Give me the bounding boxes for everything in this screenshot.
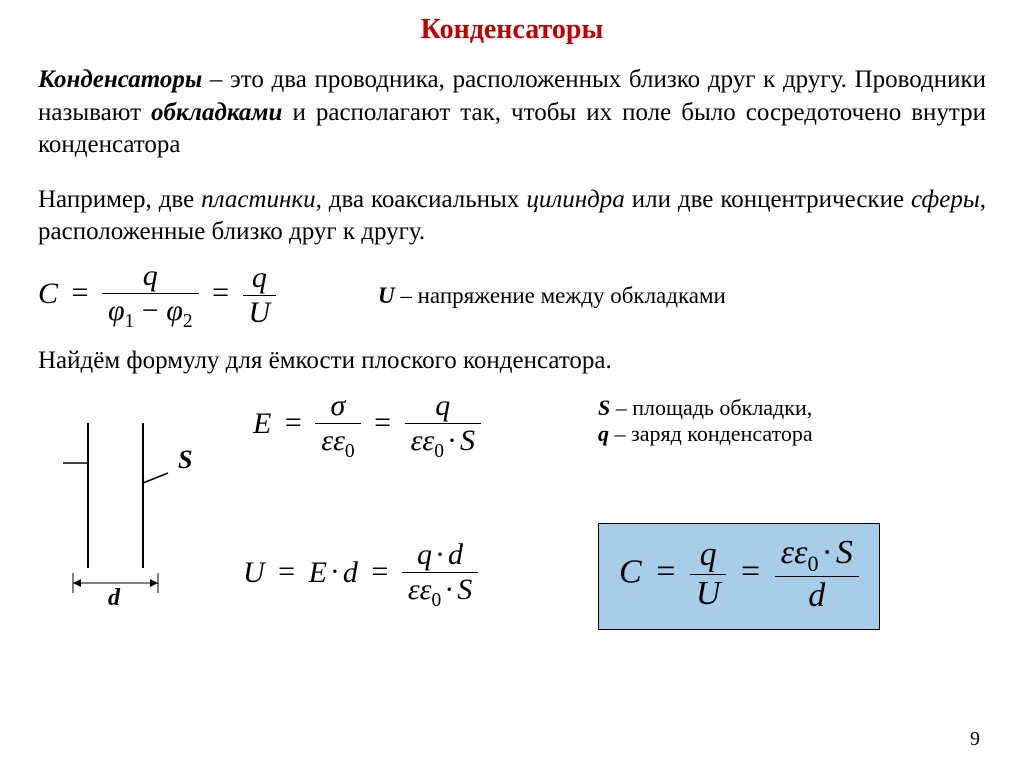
- res-d: d: [775, 577, 859, 615]
- eqE-sigma: σ: [315, 389, 360, 424]
- ex-t2: , два коаксиальных: [316, 186, 527, 213]
- eq1-num2: q: [243, 261, 277, 296]
- capacitance-definition-row: C = q φ1 − φ2 = q U U – напряжение между…: [38, 259, 986, 333]
- eq1-phi1: φ: [108, 294, 125, 327]
- bottom-area: S d E = σ εε0 = q εε0·S S – площадь обкл…: [38, 393, 986, 683]
- term-plates: обкладками: [151, 99, 282, 126]
- page-number: 9: [970, 728, 980, 751]
- eqE-lhs: E: [253, 406, 271, 439]
- eqU-S: S: [457, 573, 472, 606]
- derive-paragraph: Найдём формулу для ёмкости плоского конд…: [38, 347, 986, 375]
- definition-paragraph: Конденсаторы – это два проводника, распо…: [38, 64, 986, 162]
- term-capacitors: Конденсаторы: [38, 66, 202, 93]
- eq1-sub1: 1: [125, 311, 135, 332]
- res-C: C: [619, 553, 642, 590]
- equation-field: E = σ εε0 = q εε0·S: [253, 389, 481, 463]
- eqE-sub0-b: 0: [434, 441, 444, 462]
- eqU-sub0: 0: [432, 590, 442, 611]
- eqU-eps0: ε: [420, 573, 432, 606]
- capacitor-diagram: S d: [38, 413, 208, 613]
- eq1-num1: q: [102, 259, 199, 294]
- ex-spheres: сферы: [911, 186, 980, 213]
- eqU-q: q: [417, 538, 432, 571]
- res-eps0: ε: [794, 534, 807, 571]
- result-formula-box: C = q U = εε0·S d: [598, 523, 880, 631]
- eqE-eps0: ε: [333, 424, 345, 457]
- ex-t3: или две концентрические: [625, 186, 911, 213]
- eq1-den2: U: [243, 296, 277, 330]
- ex-plates: пластинки: [201, 186, 315, 213]
- eq1-minus: −: [134, 294, 166, 327]
- res-S: S: [836, 534, 853, 571]
- ex-t1: Например, две: [38, 186, 201, 213]
- ex-cylinders: цилиндра: [526, 186, 624, 213]
- eqU-E: E: [309, 555, 327, 588]
- note-U-sym: U: [378, 283, 395, 308]
- res-q: q: [690, 536, 727, 575]
- eqE-q: q: [405, 389, 481, 424]
- note-voltage: U – напряжение между обкладками: [378, 283, 726, 309]
- diagram-label-S: S: [178, 445, 192, 474]
- res-sub0: 0: [807, 550, 818, 575]
- eq1-lhs: C: [38, 276, 58, 309]
- eq1-phi2: φ: [166, 294, 183, 327]
- eq1-sub2: 2: [183, 311, 193, 332]
- eqE-eps0-b: ε: [422, 424, 434, 457]
- page-title: Конденсаторы: [38, 14, 986, 46]
- notes-SQ: S – площадь обкладки, q – заряд конденса…: [598, 395, 813, 448]
- eqU-eps: ε: [408, 573, 420, 606]
- res-U: U: [690, 575, 727, 613]
- eqU-lhs: U: [243, 555, 265, 588]
- equation-voltage: U = E·d = q·d εε0·S: [243, 538, 478, 612]
- eqE-S: S: [460, 424, 475, 457]
- equation-capacitance: C = q φ1 − φ2 = q U: [38, 259, 378, 333]
- eqE-eps: ε: [321, 424, 333, 457]
- note-S-text: – площадь обкладки,: [610, 395, 812, 420]
- eqE-sub0: 0: [345, 441, 355, 462]
- note-S-sym: S: [598, 395, 610, 420]
- note-q-sym: q: [598, 421, 609, 446]
- note-q-text: – заряд конденсатора: [609, 421, 813, 446]
- eqU-d2: d: [448, 538, 463, 571]
- examples-paragraph: Например, две пластинки, два коаксиальны…: [38, 184, 986, 249]
- res-eps: ε: [781, 534, 794, 571]
- note-U-text: – напряжение между обкладками: [395, 283, 726, 308]
- diagram-label-d: d: [108, 585, 121, 611]
- eqE-eps-b: ε: [411, 424, 423, 457]
- eqU-d: d: [343, 555, 358, 588]
